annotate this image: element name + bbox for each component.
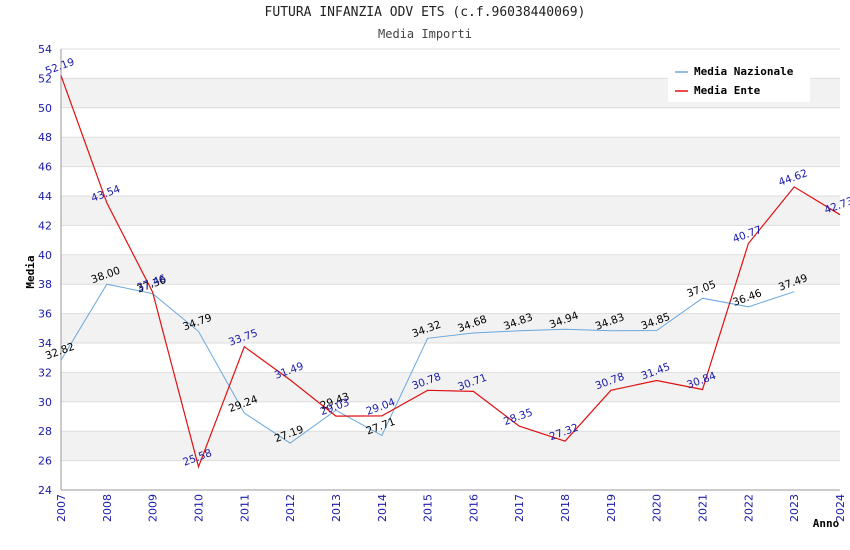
axes [60,49,840,491]
x-tick-label: 2018 [559,494,572,522]
plot-band [61,196,840,226]
x-tick-label: 2019 [605,494,618,522]
y-tick-label: 36 [38,308,52,321]
x-tick-label: 2009 [147,494,160,522]
series-lines [60,75,841,469]
x-tick-label: 2023 [788,494,801,522]
y-tick-label: 50 [38,102,52,115]
x-tick-label: 2015 [422,494,435,522]
y-tick-label: 26 [38,455,52,468]
legend-box [668,58,810,102]
chart-title: FUTURA INFANZIA ODV ETS (c.f.96038440069… [264,5,586,20]
data-label: 40.77 [731,224,763,246]
plot-band [61,313,840,343]
series-line-nazionale [60,283,795,444]
x-tick-label: 2013 [330,494,343,522]
data-label: 52.19 [44,56,76,78]
x-tick-label: 2007 [55,494,68,522]
x-tick-label: 2008 [101,494,114,522]
x-tick-label: 2024 [834,494,847,522]
x-tick-label: 2020 [651,494,664,522]
x-tick-label: 2017 [513,494,526,522]
y-tick-label: 28 [38,425,52,438]
plot-bands [61,78,840,461]
y-tick-label: 30 [38,396,52,409]
legend-label-nazionale: Media Nazionale [694,65,794,78]
data-label: 44.62 [777,167,809,189]
x-axis-label: Anno [813,517,840,530]
x-tick-label: 2011 [238,494,251,522]
y-tick-label: 40 [38,249,52,262]
y-axis-label: Media [24,255,37,288]
y-tick-label: 52 [38,72,52,85]
x-tick-label: 2021 [697,494,710,522]
y-tick-label: 46 [38,161,52,174]
y-tick-labels: 24 26 28 30 32 34 36 38 40 42 44 46 48 50 52 54 [38,43,52,497]
y-tick-label: 44 [38,190,52,203]
y-tick-label: 34 [38,337,52,350]
y-tick-label: 54 [38,43,52,56]
data-label: 36.46 [731,287,764,309]
chart-subtitle: Media Importi [378,27,472,41]
x-tick-label: 2016 [467,494,480,522]
plot-band [61,431,840,461]
y-tick-label: 38 [38,278,52,291]
legend: Media Nazionale Media Ente [668,58,810,102]
plot-band [61,372,840,402]
x-tick-label: 2022 [742,494,755,522]
x-tick-labels: 2007 2008 2009 2010 2011 2012 2013 2014 2015 2016… [55,494,847,522]
x-tick-label: 2010 [192,494,205,522]
x-tick-label: 2012 [284,494,297,522]
y-tick-label: 42 [38,219,52,232]
x-tick-label: 2014 [376,494,389,522]
plot-band [61,137,840,167]
plot-band [61,254,840,285]
series-line-ente [60,75,841,469]
y-tick-label: 24 [38,484,52,497]
y-tick-label: 32 [38,366,52,379]
y-tick-label: 48 [38,131,52,144]
legend-label-ente: Media Ente [694,84,761,97]
